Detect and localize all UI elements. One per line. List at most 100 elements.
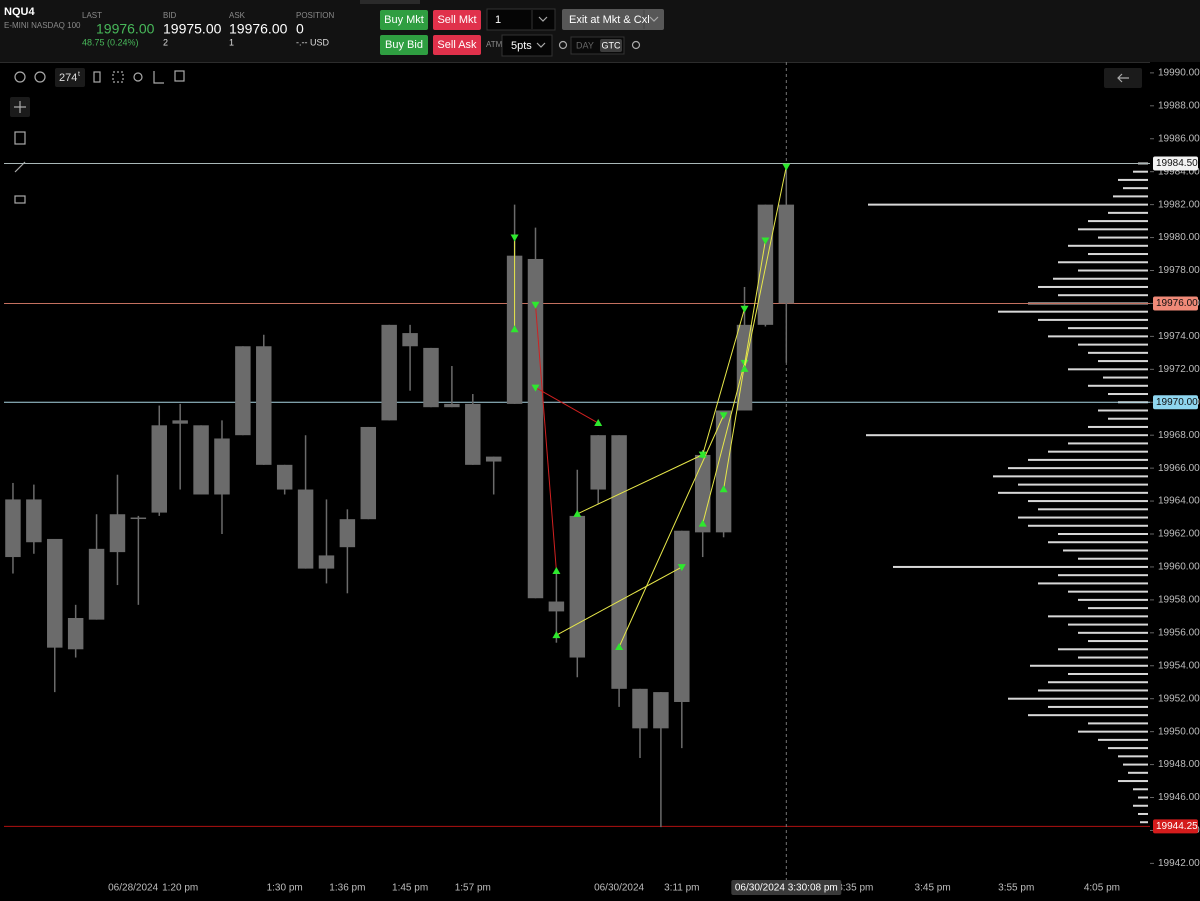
settings-icon[interactable] <box>631 40 641 50</box>
trade-marker <box>510 234 519 242</box>
y-tick-label: 19986.00 <box>1158 133 1200 144</box>
profile-bar <box>1078 631 1148 634</box>
tif-day[interactable]: DAY <box>576 40 594 50</box>
y-tick-label: 19982.00 <box>1158 199 1200 210</box>
button-bg <box>380 10 428 30</box>
profile-bar <box>1053 277 1148 280</box>
atm-select[interactable]: 5pts <box>501 34 553 57</box>
notes-tool[interactable] <box>14 131 26 145</box>
candle-body <box>632 688 648 729</box>
profile-bar <box>866 434 1148 437</box>
trade-marker <box>531 301 540 309</box>
x-tick-label: 1:20 pm <box>162 883 198 894</box>
profile-bar <box>1078 343 1148 346</box>
candle-body <box>485 456 502 462</box>
profile-bar <box>1088 425 1148 428</box>
trade-marker <box>531 384 540 392</box>
position-value: -.-- USD <box>296 37 329 47</box>
profile-bar <box>1078 730 1148 733</box>
profile-bar <box>1058 294 1148 297</box>
profile-bar <box>1078 557 1148 560</box>
candle-body <box>67 617 84 650</box>
ask-size: 1 <box>229 37 234 47</box>
zoom-out[interactable] <box>34 71 46 83</box>
price-axis <box>1150 62 1200 882</box>
tif-gtc[interactable]: GTC <box>602 40 621 50</box>
profile-bar <box>1078 656 1148 659</box>
templates[interactable] <box>174 70 185 82</box>
profile-bar <box>1098 738 1148 741</box>
candle-body <box>26 499 42 543</box>
profile-bar <box>1048 615 1148 618</box>
profile-bar <box>1108 211 1148 214</box>
profile-bar <box>1138 796 1148 799</box>
settings-icon[interactable] <box>558 40 568 50</box>
zoom-in[interactable] <box>14 71 26 83</box>
quantity-select[interactable]: 1 <box>486 8 556 31</box>
profile-bar <box>1113 195 1148 198</box>
y-tick-label: 19964.00 <box>1158 496 1200 507</box>
candle-body <box>151 425 168 513</box>
chart-settings[interactable] <box>133 72 143 82</box>
candle-body <box>653 692 669 729</box>
profile-bar <box>1018 516 1148 519</box>
profile-bar <box>1133 788 1148 791</box>
candle-body <box>235 346 251 436</box>
trade-marker <box>719 412 728 420</box>
buy-mkt-button[interactable]: Buy Mkt <box>380 10 428 30</box>
profile-bar <box>1068 590 1148 593</box>
candle-body <box>297 489 314 569</box>
profile-bar <box>1008 467 1148 470</box>
profile-bar <box>1058 574 1148 577</box>
trade-line <box>534 304 557 572</box>
price-line-label-bg <box>1153 395 1198 410</box>
sell-ask-button[interactable]: Sell Ask <box>433 35 481 55</box>
y-tick-label: 19984.00 <box>1158 166 1200 177</box>
profile-bar <box>1078 598 1148 601</box>
tab-strip <box>360 0 420 4</box>
candle-body <box>694 454 711 533</box>
profile-bar <box>1038 689 1148 692</box>
indicators[interactable] <box>153 71 164 84</box>
profile-bar <box>1133 804 1148 807</box>
ask-price: 19976.00 <box>229 21 288 37</box>
button-label: Exit at Mkt & Cxl <box>569 14 650 26</box>
buy-bid-button[interactable]: Buy Bid <box>380 35 428 55</box>
profile-bar <box>1108 747 1148 750</box>
candle-body <box>360 426 377 520</box>
y-tick-label: 19950.00 <box>1158 726 1200 737</box>
candle-type[interactable] <box>93 71 101 83</box>
tif-active-bg <box>600 39 622 52</box>
select-tool[interactable] <box>112 71 124 83</box>
profile-bar <box>1088 384 1148 387</box>
y-tick-label: 19968.00 <box>1158 430 1200 441</box>
profile-bar <box>998 491 1148 494</box>
profile-bar <box>1068 244 1148 247</box>
trade-marker <box>761 237 770 245</box>
candle-body <box>318 555 335 569</box>
profile-bar <box>1140 821 1148 824</box>
x-tick-label: 1:57 pm <box>455 883 491 894</box>
sell-mkt-button[interactable]: Sell Mkt <box>433 10 481 30</box>
profile-bar <box>1048 450 1148 453</box>
candle-body <box>276 464 293 490</box>
profile-bar <box>1088 722 1148 725</box>
candle-body <box>5 499 21 558</box>
crosshair-icon <box>14 101 26 113</box>
profile-bar <box>1018 483 1148 486</box>
bid-label: BID <box>163 11 177 20</box>
chart-area: 19942.0019944.0019946.0019948.0019950.00… <box>4 62 1200 895</box>
profile-bar <box>1123 763 1148 766</box>
exit-button[interactable]: Exit at Mkt & Cxl <box>562 9 664 30</box>
candle-body <box>381 324 397 421</box>
profile-bar <box>1028 500 1148 503</box>
y-tick-label: 19980.00 <box>1158 232 1200 243</box>
profile-bar <box>1028 458 1148 461</box>
y-tick-label: 19952.00 <box>1158 693 1200 704</box>
y-tick-label: 19960.00 <box>1158 562 1200 573</box>
y-tick-label: 19972.00 <box>1158 364 1200 375</box>
bars-box[interactable] <box>55 68 85 87</box>
profile-bar <box>1098 360 1148 363</box>
lock-tool[interactable] <box>14 195 26 204</box>
y-tick-label: 19942.00 <box>1158 858 1200 869</box>
